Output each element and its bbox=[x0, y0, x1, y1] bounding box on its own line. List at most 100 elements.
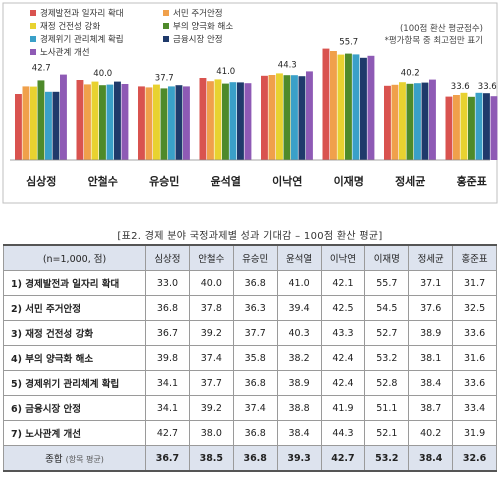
table-cell: 31.6 bbox=[452, 345, 497, 371]
bar bbox=[291, 75, 298, 160]
table-cell: 52.8 bbox=[364, 370, 410, 396]
table-header-row: (n=1,000, 점) 심상정 안철수 유승민 윤석열 이낙연 이재명 정세균… bbox=[3, 244, 497, 271]
category-label: 이재명 bbox=[334, 174, 364, 188]
bar bbox=[360, 57, 367, 160]
table-cell: 39.2 bbox=[188, 395, 234, 421]
table-row: 6) 금융시장 안정 34.1 39.2 37.4 38.8 41.9 51.1 38.7 33… bbox=[3, 395, 497, 421]
row-label: 2) 서민 주거안정 bbox=[3, 295, 146, 321]
table-cell: 42.4 bbox=[320, 345, 366, 371]
table-cell: 42.4 bbox=[320, 370, 366, 396]
table-cell: 38.7 bbox=[408, 395, 454, 421]
peak-value-label: 40.0 bbox=[93, 69, 112, 79]
row-label: 4) 부의 양극화 해소 bbox=[3, 345, 146, 371]
table-row: 5) 경제위기 관리체계 확립 34.1 37.7 36.8 38.9 42.4 52.8 3… bbox=[3, 370, 497, 396]
table-cell: 33.4 bbox=[452, 395, 497, 421]
table-cell: 32.5 bbox=[452, 295, 497, 321]
bar bbox=[168, 86, 175, 160]
total-cell: 42.7 bbox=[320, 445, 366, 472]
table-row: 3) 재정 건전성 강화 36.7 39.2 37.7 40.3 43.3 52.7 38.9… bbox=[3, 320, 497, 346]
category-label: 유승민 bbox=[149, 174, 179, 188]
table-cell: 51.1 bbox=[364, 395, 410, 421]
bar bbox=[345, 53, 352, 160]
legend-label: 경제위기 관리체계 확립 bbox=[40, 34, 124, 45]
table-header-cell: 유승민 bbox=[232, 244, 278, 271]
category-label: 안철수 bbox=[88, 174, 118, 188]
legend-swatch bbox=[30, 10, 36, 16]
table-row: 7) 노사관계 개선 42.7 38.0 36.8 38.4 44.3 52.1 40.2 31… bbox=[3, 420, 497, 446]
table-cell: 37.1 bbox=[408, 270, 454, 296]
table-header-cell: 이재명 bbox=[364, 244, 410, 271]
table-cell: 38.4 bbox=[408, 370, 454, 396]
table-cell: 38.4 bbox=[276, 420, 322, 446]
bar bbox=[199, 78, 207, 160]
table-row: 1) 경제발전과 일자리 확대 33.0 40.0 36.8 41.0 42.1 55.7 3… bbox=[3, 270, 497, 296]
table-cell: 33.0 bbox=[145, 270, 190, 296]
table-cell: 37.4 bbox=[232, 395, 278, 421]
peak-value-label: 33.6 bbox=[451, 82, 470, 92]
bar bbox=[153, 84, 160, 160]
peak-value-label: 33.6 bbox=[478, 82, 497, 92]
bar bbox=[483, 93, 490, 160]
legend-swatch bbox=[30, 36, 36, 42]
bar bbox=[22, 86, 30, 160]
table-cell: 39.4 bbox=[276, 295, 322, 321]
table-cell: 36.7 bbox=[145, 320, 190, 346]
peak-value-label: 41.0 bbox=[216, 67, 235, 77]
score-table: (n=1,000, 점) 심상정 안철수 유승민 윤석열 이낙연 이재명 정세균… bbox=[3, 244, 497, 472]
table-title: [표2. 경제 분야 국정과제별 성과 기대감 – 100점 환산 평균] bbox=[117, 231, 383, 242]
bar bbox=[475, 92, 483, 160]
total-label: 종합 (항목 평균) bbox=[3, 445, 146, 472]
bar bbox=[222, 83, 229, 160]
bar bbox=[244, 83, 252, 160]
bar bbox=[352, 54, 360, 160]
table-cell: 52.7 bbox=[364, 320, 410, 346]
bar bbox=[306, 71, 313, 160]
bar bbox=[106, 84, 114, 160]
peak-value-label: 55.7 bbox=[339, 38, 358, 48]
table-cell: 42.1 bbox=[320, 270, 366, 296]
table-cell: 53.2 bbox=[364, 345, 410, 371]
legend-label: 금융시장 안정 bbox=[173, 34, 223, 45]
bar bbox=[391, 84, 399, 160]
table-cell: 54.5 bbox=[364, 295, 410, 321]
bar bbox=[298, 76, 306, 160]
legend-label: 경제발전과 일자리 확대 bbox=[40, 8, 124, 19]
table-cell: 37.4 bbox=[188, 345, 234, 371]
bar bbox=[337, 54, 345, 160]
bar bbox=[183, 86, 190, 160]
bar bbox=[52, 91, 60, 160]
table-cell: 42.7 bbox=[145, 420, 190, 446]
bar bbox=[276, 73, 283, 160]
table-cell: 40.3 bbox=[276, 320, 322, 346]
bar bbox=[429, 79, 436, 160]
table-cell: 38.1 bbox=[408, 345, 454, 371]
table-cell: 31.9 bbox=[452, 420, 497, 446]
bar bbox=[37, 80, 45, 160]
bar bbox=[283, 75, 291, 160]
bar bbox=[114, 81, 121, 160]
bar bbox=[421, 82, 429, 160]
total-cell: 36.8 bbox=[232, 445, 278, 472]
table-header-cell: 안철수 bbox=[188, 244, 234, 271]
table-header-cell: 심상정 bbox=[145, 244, 190, 271]
category-label: 이낙연 bbox=[272, 174, 302, 188]
table-cell: 38.9 bbox=[408, 320, 454, 346]
table-cell: 31.7 bbox=[452, 270, 497, 296]
bar bbox=[207, 81, 214, 160]
table-cell: 33.6 bbox=[452, 370, 497, 396]
table-header-cell: 정세균 bbox=[408, 244, 454, 271]
table-cell: 40.0 bbox=[188, 270, 234, 296]
bar bbox=[160, 88, 168, 160]
table-cell: 37.7 bbox=[232, 320, 278, 346]
table-cell: 39.2 bbox=[188, 320, 234, 346]
bar bbox=[384, 85, 391, 160]
bar bbox=[414, 83, 421, 160]
table-cell: 37.8 bbox=[188, 295, 234, 321]
row-label: 6) 금융시장 안정 bbox=[3, 395, 146, 421]
row-label: 3) 재정 건전성 강화 bbox=[3, 320, 146, 346]
table-cell: 34.1 bbox=[145, 395, 190, 421]
table-cell: 36.3 bbox=[232, 295, 278, 321]
bar bbox=[406, 83, 414, 160]
table-total-row: 종합 (항목 평균) 36.7 38.5 36.8 39.3 42.7 53.2… bbox=[3, 445, 497, 472]
chart-note: *평가항목 중 최고점만 표기 bbox=[385, 35, 483, 46]
